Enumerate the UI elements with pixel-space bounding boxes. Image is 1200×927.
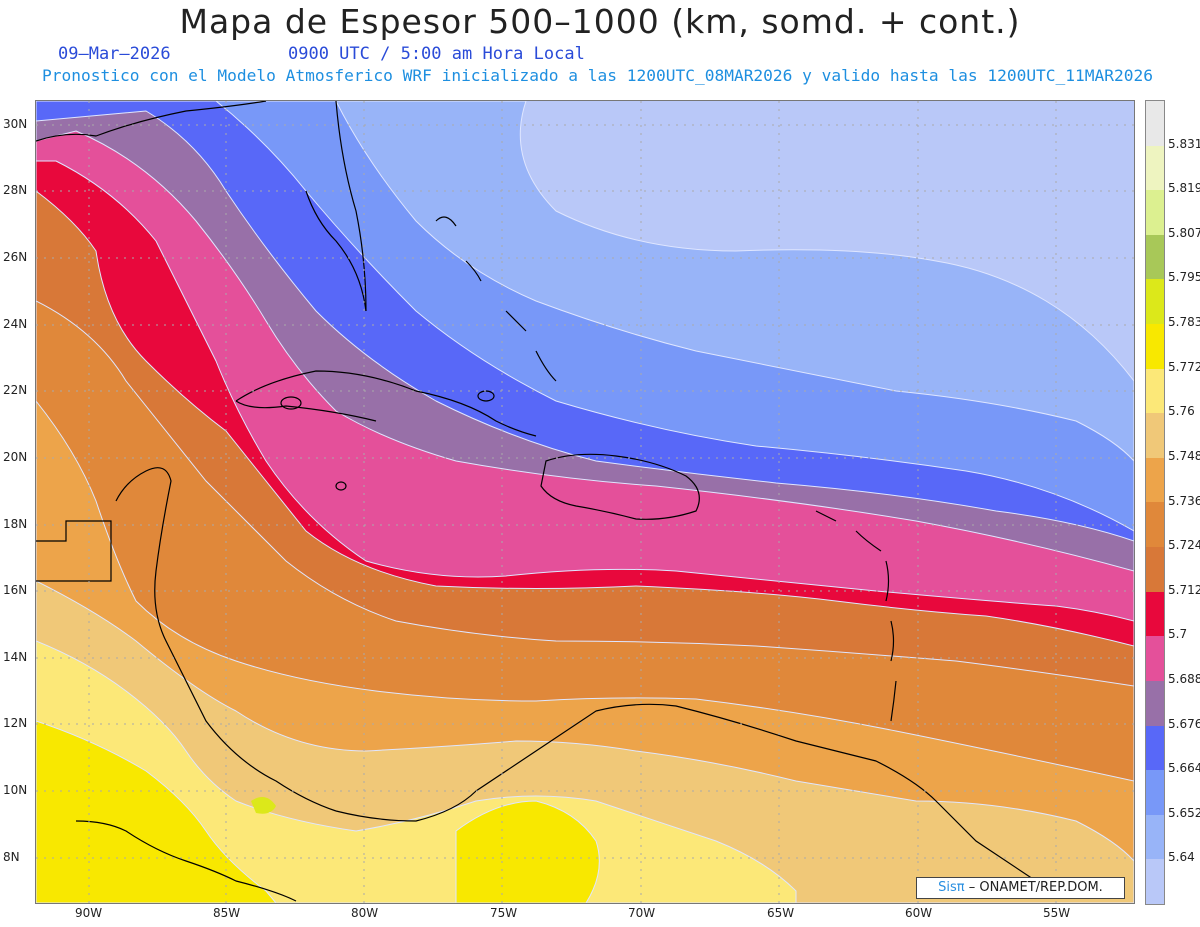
color-scale-label: 5.783 xyxy=(1168,315,1200,330)
color-scale-label: 5.64 xyxy=(1168,850,1195,865)
lat-label-26n: 26N xyxy=(3,250,28,264)
thickness-map[interactable] xyxy=(35,100,1135,904)
color-scale-segment xyxy=(1146,770,1164,815)
color-scale-label: 5.724 xyxy=(1168,538,1200,553)
color-scale-label: 5.831 xyxy=(1168,136,1200,151)
color-scale-segment xyxy=(1146,101,1164,146)
model-info: Pronostico con el Modelo Atmosferico WRF… xyxy=(42,66,1154,85)
map-canvas xyxy=(36,101,1134,903)
lat-label-22n: 22N xyxy=(3,383,28,397)
color-scale-label: 5.76 xyxy=(1168,404,1195,419)
sispi-logo-text: Sisπ xyxy=(938,880,965,895)
band-5-783 xyxy=(36,720,277,903)
lat-label-30n: 30N xyxy=(3,117,28,131)
lat-label-10n: 10N xyxy=(3,783,28,797)
color-scale-label: 5.795 xyxy=(1168,270,1200,285)
lat-label-12n: 12N xyxy=(3,716,28,730)
lat-label-24n: 24N xyxy=(3,317,28,331)
credit-box: Sisπ – ONAMET/REP.DOM. xyxy=(916,877,1125,899)
lat-label-20n: 20N xyxy=(3,450,28,464)
color-scale-label: 5.7 xyxy=(1168,627,1188,642)
color-scale-segment xyxy=(1146,413,1164,458)
color-scale-label: 5.676 xyxy=(1168,716,1200,731)
color-scale-label: 5.819 xyxy=(1168,181,1200,196)
color-scale-label: 5.807 xyxy=(1168,225,1200,240)
lon-label-60w: 60W xyxy=(905,906,933,920)
color-scale-segment xyxy=(1146,859,1164,904)
color-scale-label: 5.712 xyxy=(1168,582,1200,597)
band-5-783-b xyxy=(455,800,600,903)
lat-label-14n: 14N xyxy=(3,650,28,664)
lat-label-18n: 18N xyxy=(3,517,28,531)
color-scale-bar xyxy=(1145,100,1165,905)
graticule xyxy=(36,101,1134,903)
color-scale-segment xyxy=(1146,636,1164,681)
lon-label-80w: 80W xyxy=(351,906,379,920)
color-scale-segment xyxy=(1146,457,1164,503)
color-scale-label: 5.748 xyxy=(1168,448,1200,463)
lon-label-90w: 90W xyxy=(75,906,103,920)
color-scale-segment xyxy=(1146,502,1164,548)
color-scale-segment xyxy=(1146,368,1164,414)
color-scale-segment xyxy=(1146,279,1164,325)
color-scale-label: 5.772 xyxy=(1168,359,1200,374)
lat-label-28n: 28N xyxy=(3,183,28,197)
color-scale-segment xyxy=(1146,680,1164,726)
lat-label-8n: 8N xyxy=(3,850,20,864)
map-title: Mapa de Espesor 500–1000 (km, somd. + co… xyxy=(179,2,1021,41)
lon-label-55w: 55W xyxy=(1043,906,1071,920)
coastlines xyxy=(36,101,1037,902)
color-scale-segment xyxy=(1146,190,1164,235)
lon-label-65w: 65W xyxy=(767,906,795,920)
color-scale-segment xyxy=(1146,145,1164,191)
color-scale-segment xyxy=(1146,814,1164,860)
color-scale-segment xyxy=(1146,324,1164,369)
valid-time: 0900 UTC / 5:00 am Hora Local xyxy=(288,44,585,64)
valid-date: 09–Mar–2026 xyxy=(58,44,171,64)
lon-label-85w: 85W xyxy=(213,906,241,920)
lat-label-16n: 16N xyxy=(3,583,28,597)
color-scale-label: 5.688 xyxy=(1168,671,1200,686)
credit-text: – ONAMET/REP.DOM. xyxy=(968,880,1103,895)
color-scale-segment xyxy=(1146,547,1164,592)
color-scale-segment xyxy=(1146,234,1164,280)
color-scale-segment xyxy=(1146,591,1164,637)
color-scale-label: 5.736 xyxy=(1168,493,1200,508)
color-scale-segment xyxy=(1146,725,1164,771)
lon-label-70w: 70W xyxy=(628,906,656,920)
color-scale-label: 5.652 xyxy=(1168,805,1200,820)
band-5-795 xyxy=(251,797,276,814)
lon-label-75w: 75W xyxy=(490,906,518,920)
color-scale-label: 5.664 xyxy=(1168,761,1200,776)
